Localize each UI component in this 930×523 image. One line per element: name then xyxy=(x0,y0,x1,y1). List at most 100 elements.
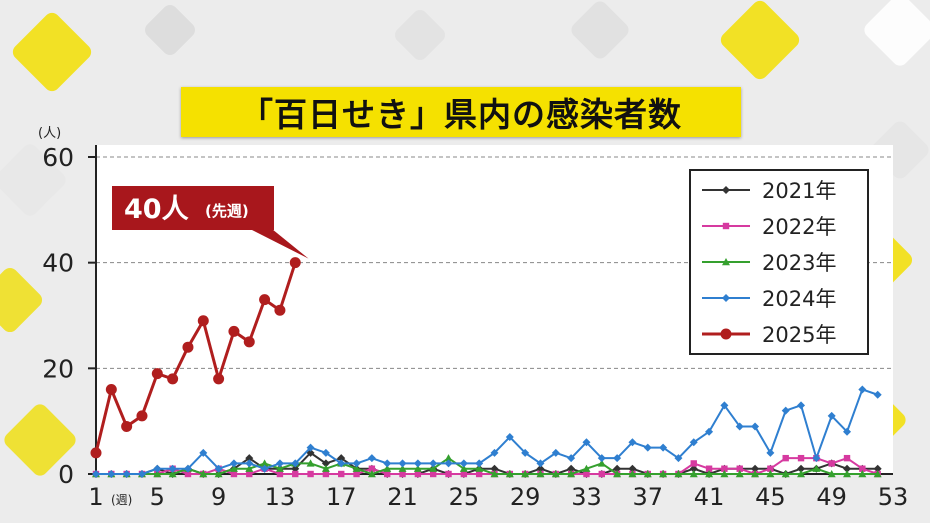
data-point xyxy=(521,448,530,457)
data-point xyxy=(674,454,683,463)
data-point xyxy=(321,448,330,457)
data-point xyxy=(121,420,133,432)
data-point xyxy=(505,470,514,478)
data-point xyxy=(245,454,254,463)
data-point xyxy=(199,470,208,478)
data-point xyxy=(167,373,179,385)
data-point xyxy=(398,464,407,472)
data-point xyxy=(643,443,652,452)
data-point xyxy=(230,470,238,478)
legend-item: 2022年 xyxy=(702,215,836,239)
series-2025年 xyxy=(90,257,301,459)
data-point xyxy=(873,464,882,473)
data-point xyxy=(337,454,346,463)
data-point xyxy=(721,465,728,472)
data-point xyxy=(873,470,882,478)
callout-pointer xyxy=(250,229,309,259)
data-point xyxy=(751,422,760,431)
data-point xyxy=(168,464,177,473)
background-tile xyxy=(145,5,195,55)
data-point xyxy=(735,422,744,431)
data-point xyxy=(383,464,392,472)
data-point xyxy=(659,443,668,452)
data-point xyxy=(567,454,576,463)
background-tile xyxy=(0,144,66,216)
data-point xyxy=(259,294,271,306)
data-point xyxy=(722,294,730,302)
data-point xyxy=(551,470,560,478)
data-point xyxy=(197,315,209,327)
legend-label: 2024年 xyxy=(762,287,836,311)
data-point xyxy=(521,470,530,478)
data-point xyxy=(490,470,499,478)
series-line xyxy=(96,457,878,475)
data-point xyxy=(812,464,821,472)
data-point xyxy=(459,459,468,468)
data-point xyxy=(429,459,438,468)
data-point xyxy=(321,464,330,472)
data-point xyxy=(689,464,698,473)
legend-label: 2023年 xyxy=(762,251,836,275)
x-tick-label: 29 xyxy=(510,483,541,511)
data-point xyxy=(582,464,591,472)
data-point xyxy=(490,464,499,473)
data-point xyxy=(767,465,774,472)
x-tick-label: 5 xyxy=(150,483,165,511)
data-point xyxy=(766,448,775,457)
data-point xyxy=(536,470,545,478)
data-point xyxy=(582,438,591,447)
data-point xyxy=(781,406,790,415)
callout-box xyxy=(112,186,274,230)
data-point xyxy=(613,464,622,473)
data-point xyxy=(689,438,698,447)
data-point xyxy=(353,470,360,478)
data-point xyxy=(722,186,730,194)
y-tick-label: 60 xyxy=(42,143,74,172)
data-point xyxy=(153,470,162,478)
x-tick-label: 17 xyxy=(326,483,357,511)
x-tick-label: 1 xyxy=(88,483,103,511)
data-point xyxy=(399,470,406,478)
data-point xyxy=(153,464,162,473)
x-unit-label: (週) xyxy=(111,493,132,507)
x-tick-label: 9 xyxy=(211,483,226,511)
data-point xyxy=(307,470,314,478)
data-point xyxy=(812,454,821,463)
data-point xyxy=(398,459,407,468)
data-point xyxy=(214,464,223,473)
x-tick-label: 45 xyxy=(755,483,786,511)
data-point xyxy=(337,459,346,468)
data-point xyxy=(383,459,392,468)
data-point xyxy=(735,470,744,478)
data-point xyxy=(444,459,453,468)
data-point xyxy=(628,470,637,478)
data-point xyxy=(321,459,330,468)
data-point xyxy=(213,373,225,385)
data-point xyxy=(245,464,254,472)
legend-label: 2025年 xyxy=(762,323,836,347)
data-point xyxy=(797,464,806,473)
data-point xyxy=(168,470,177,478)
data-point xyxy=(551,448,560,457)
data-point xyxy=(322,470,330,478)
data-point xyxy=(384,470,391,478)
x-tick-label: 33 xyxy=(571,483,602,511)
data-point xyxy=(245,459,254,468)
data-point xyxy=(690,460,697,467)
x-tick-label: 21 xyxy=(387,483,418,511)
data-point xyxy=(92,470,100,478)
data-point xyxy=(751,470,760,478)
data-point xyxy=(628,438,637,447)
data-point xyxy=(490,448,499,457)
series-2024年 xyxy=(92,385,882,478)
data-point xyxy=(536,459,545,468)
data-point xyxy=(797,401,806,410)
data-point xyxy=(598,470,605,478)
x-tick-label: 13 xyxy=(265,483,296,511)
data-point xyxy=(859,465,866,472)
data-point xyxy=(843,470,852,478)
data-point xyxy=(136,410,148,422)
data-point xyxy=(643,470,652,478)
data-point xyxy=(229,464,238,472)
